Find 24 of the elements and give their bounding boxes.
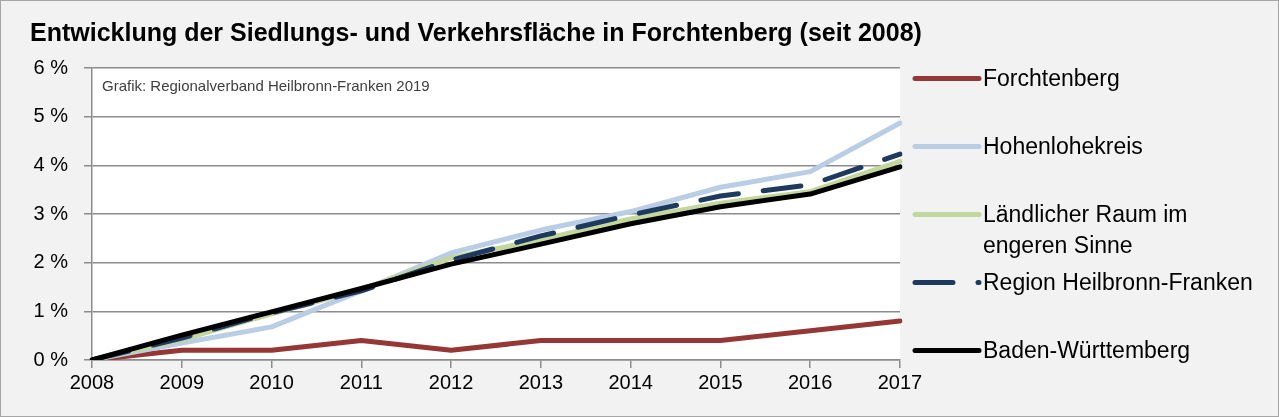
chart-title: Entwicklung der Siedlungs- und Verkehrsfläche in Forchtenberg (seit 2008) bbox=[30, 17, 922, 47]
legend-label: Region Heilbronn-Franken bbox=[983, 268, 1254, 297]
x-tick-label: 2010 bbox=[249, 370, 294, 393]
y-tick-label: 5 % bbox=[33, 104, 69, 127]
y-tick-label: 0 % bbox=[33, 347, 69, 370]
x-tick-label: 2011 bbox=[339, 370, 383, 393]
x-tick-label: 2013 bbox=[518, 370, 564, 393]
legend-label: Forchtenberg bbox=[983, 64, 1121, 93]
legend-label: Ländlicher Raum im engeren Sinne bbox=[983, 200, 1189, 260]
x-tick-label: 2014 bbox=[608, 370, 653, 393]
y-tick-label: 2 % bbox=[33, 250, 69, 273]
x-tick-label: 2015 bbox=[698, 370, 743, 393]
x-tick-label: 2017 bbox=[877, 370, 923, 393]
y-tick-label: 1 % bbox=[33, 298, 69, 321]
y-tick-label: 4 % bbox=[33, 152, 69, 175]
y-tick-label: 3 % bbox=[33, 201, 69, 224]
y-tick-label: 6 % bbox=[33, 55, 69, 78]
x-tick-label: 2012 bbox=[428, 370, 474, 393]
x-tick-label: 2008 bbox=[69, 370, 115, 393]
x-tick-label: 2016 bbox=[787, 370, 833, 393]
legend-label: Hohenlohekreis bbox=[983, 132, 1144, 161]
x-tick-label: 2009 bbox=[159, 370, 205, 393]
annotation: Grafik: Regionalverband Heilbronn-Franken 2019 bbox=[102, 77, 430, 95]
legend-label: Baden-Württemberg bbox=[983, 336, 1192, 365]
